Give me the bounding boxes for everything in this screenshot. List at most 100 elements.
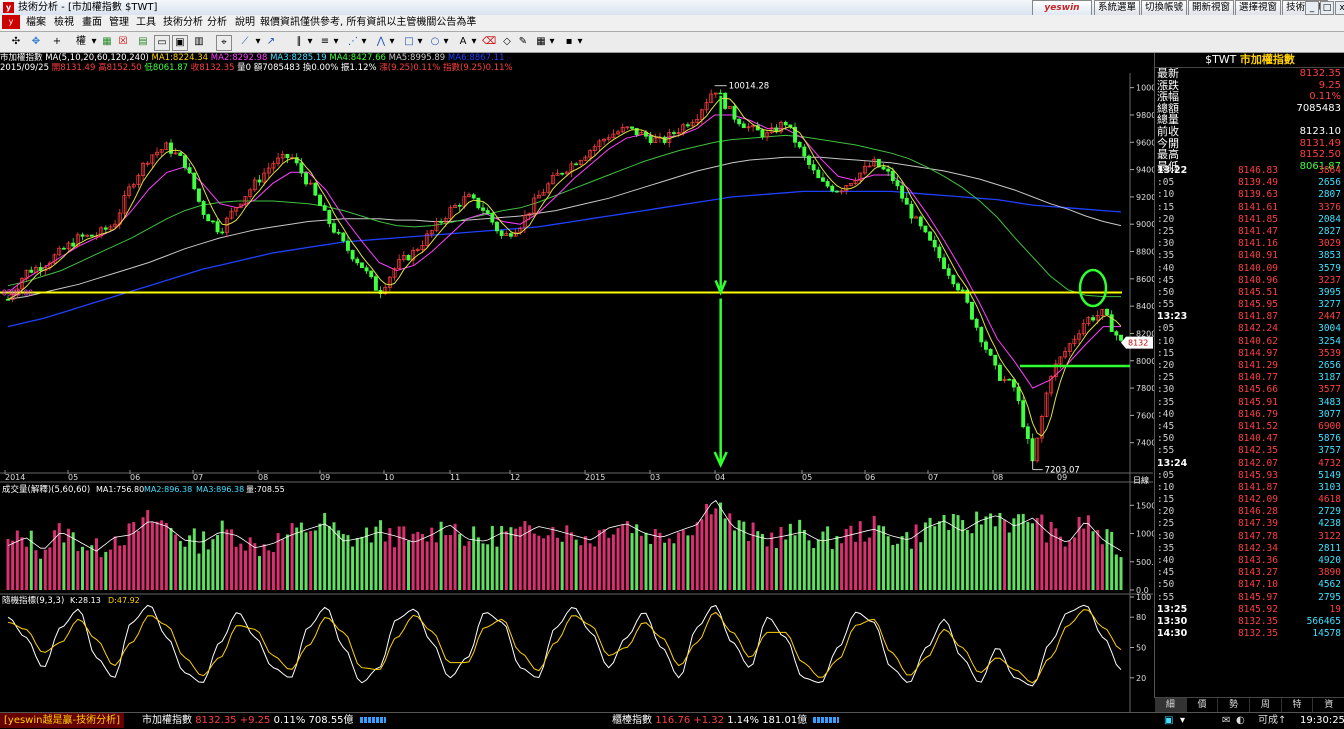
volume-bar <box>746 540 750 590</box>
grid-icon[interactable]: ▦ <box>102 36 112 47</box>
tab-detail[interactable]: 細 <box>1155 698 1187 712</box>
tab-special[interactable]: 特 <box>1282 698 1314 712</box>
chevron-down-icon[interactable]: ▾ <box>549 36 555 47</box>
chart-area[interactable]: 7400 7600 7800 8000 8200 8400 8600 8800 9000 9200… <box>0 0 1154 712</box>
volume-bar <box>374 526 378 590</box>
status-mail-icon[interactable]: ✉ <box>1222 715 1231 726</box>
candle-body <box>862 165 867 174</box>
ellipse-icon[interactable]: ○ <box>430 36 440 47</box>
line-style-icon[interactable]: ▦ <box>536 36 546 47</box>
tick-time: :45 <box>1157 420 1175 432</box>
volume-bar <box>961 520 965 590</box>
chevron-down-icon[interactable]: ▾ <box>307 36 313 47</box>
app-menu-icon[interactable]: y <box>2 15 20 29</box>
save-icon[interactable]: ▪ <box>565 36 573 47</box>
chevron-down-icon[interactable]: ▾ <box>255 36 261 47</box>
layout-icon[interactable]: ▥ <box>194 36 204 47</box>
tick-time: :50 <box>1157 433 1175 445</box>
tick-time: 13:25 <box>1157 603 1188 615</box>
chevron-down-icon[interactable]: ▾ <box>91 36 97 47</box>
volume-bar <box>700 519 704 590</box>
tab-week[interactable]: 周 <box>1250 698 1282 712</box>
fibonacci-icon[interactable]: ⋰ <box>348 36 358 47</box>
tick-price: 8140.47 <box>1237 433 1278 445</box>
cursor-icon[interactable]: ⌖ <box>216 35 232 51</box>
eraser-icon[interactable]: ◇ <box>503 36 511 47</box>
period-dropdown[interactable]: 權 <box>76 36 86 47</box>
maximize-icon[interactable]: □ <box>1320 1 1334 15</box>
tick-price: 8139.63 <box>1237 189 1278 201</box>
menu-analysis[interactable]: 分析 <box>207 17 227 28</box>
chevron-down-icon[interactable]: ▾ <box>443 36 449 47</box>
volume-bar <box>495 546 499 590</box>
tick-list[interactable]: 13:22 8146.83 3864:05 8139.49 2656:10 8139.63… <box>1155 165 1344 640</box>
quote-label: 前收 <box>1157 124 1179 138</box>
status-sound-icon[interactable]: ◐ <box>1236 715 1245 726</box>
fan-icon[interactable]: ⋀ <box>376 36 386 47</box>
chevron-down-icon[interactable]: ▾ <box>361 36 367 47</box>
zoom-in-icon[interactable]: + <box>52 36 62 47</box>
chevron-down-icon[interactable]: ▾ <box>333 36 339 47</box>
chevron-down-icon[interactable]: ▾ <box>471 36 477 47</box>
menu-view[interactable]: 檢視 <box>54 17 74 28</box>
candle-body <box>1007 378 1012 381</box>
tab-trend[interactable]: 勢 <box>1218 698 1251 712</box>
volume-bar <box>760 533 764 590</box>
menu-manage[interactable]: 管理 <box>109 17 129 28</box>
volume-bar <box>1031 523 1035 590</box>
menu-technical-analysis[interactable]: 技術分析 <box>163 17 203 28</box>
chevron-down-icon[interactable]: ▾ <box>389 36 395 47</box>
vertical-lines-icon[interactable]: ∥ <box>296 36 302 47</box>
status-message-icon[interactable]: ▣ <box>1164 715 1174 726</box>
menu-tools[interactable]: 工具 <box>136 17 156 28</box>
candle-body <box>564 171 569 175</box>
candle-body <box>71 242 76 247</box>
status-chevron-icon[interactable]: ▾ <box>1180 715 1186 726</box>
tick-price: 8140.91 <box>1237 250 1278 262</box>
tick-volume: 3103 <box>1318 481 1341 493</box>
volume-bar <box>327 526 331 590</box>
menu-file[interactable]: 檔案 <box>26 17 46 28</box>
volume-bar <box>1096 530 1100 590</box>
toolbar: ✣ ✥ + 權 ▾ ▦ ☒ ▤ ▭ ▣ ▥ ⌖ ⟋ ▾ ↗ ∥ ▾ ≡ ▾ ⋰ … <box>0 32 1344 53</box>
horizontal-lines-icon[interactable]: ≡ <box>320 36 330 47</box>
menu-screen[interactable]: 畫面 <box>82 17 102 28</box>
close-icon[interactable]: x <box>1335 1 1344 15</box>
candle-body <box>262 172 267 183</box>
tick-row: 13:30 8132.35 566465 <box>1155 616 1344 628</box>
quote-label: 漲跌 <box>1157 78 1179 92</box>
erase-icon[interactable]: ⌫ <box>482 36 497 47</box>
candle-body <box>988 349 993 356</box>
move-icon[interactable]: ✥ <box>31 36 41 47</box>
tick-volume: 3077 <box>1318 408 1341 420</box>
split-window-icon[interactable]: ▣ <box>172 35 188 51</box>
quote-value: 0.11% <box>1309 91 1341 103</box>
table-icon[interactable]: ▤ <box>138 36 148 47</box>
volume-bar <box>644 532 648 590</box>
candle-body <box>993 354 998 366</box>
delete-icon[interactable]: ☒ <box>118 36 128 47</box>
ray-icon[interactable]: ↗ <box>266 36 276 47</box>
tab-price[interactable]: 價 <box>1187 698 1219 712</box>
y-tick-label: 8000 <box>1136 357 1154 366</box>
tick-row: :25 8140.77 3187 <box>1155 372 1344 384</box>
tab-select-window[interactable]: 選擇視窗 <box>1235 0 1282 16</box>
candle-body <box>960 289 965 292</box>
volume-bar <box>663 542 667 590</box>
candle-body <box>322 205 327 211</box>
line-draw-icon[interactable]: ⟋ <box>241 36 249 47</box>
volume-bar <box>448 535 452 590</box>
pen-icon[interactable]: ✎ <box>518 36 528 47</box>
tab-info[interactable]: 資 <box>1313 698 1344 712</box>
crosshair-icon[interactable]: ✣ <box>11 36 21 47</box>
rectangle-icon[interactable]: □ <box>404 36 414 47</box>
text-icon[interactable]: A <box>459 36 467 47</box>
chart-window-icon[interactable]: ▭ <box>154 35 170 51</box>
minimize-icon[interactable]: _ <box>1305 1 1319 15</box>
volume-bar <box>141 517 145 590</box>
tick-price: 8146.83 <box>1237 165 1278 176</box>
chevron-down-icon[interactable]: ▾ <box>577 36 583 47</box>
menu-help[interactable]: 說明 <box>235 17 255 28</box>
chevron-down-icon[interactable]: ▾ <box>417 36 423 47</box>
tab-new-window[interactable]: 開新視窗 <box>1188 0 1235 16</box>
